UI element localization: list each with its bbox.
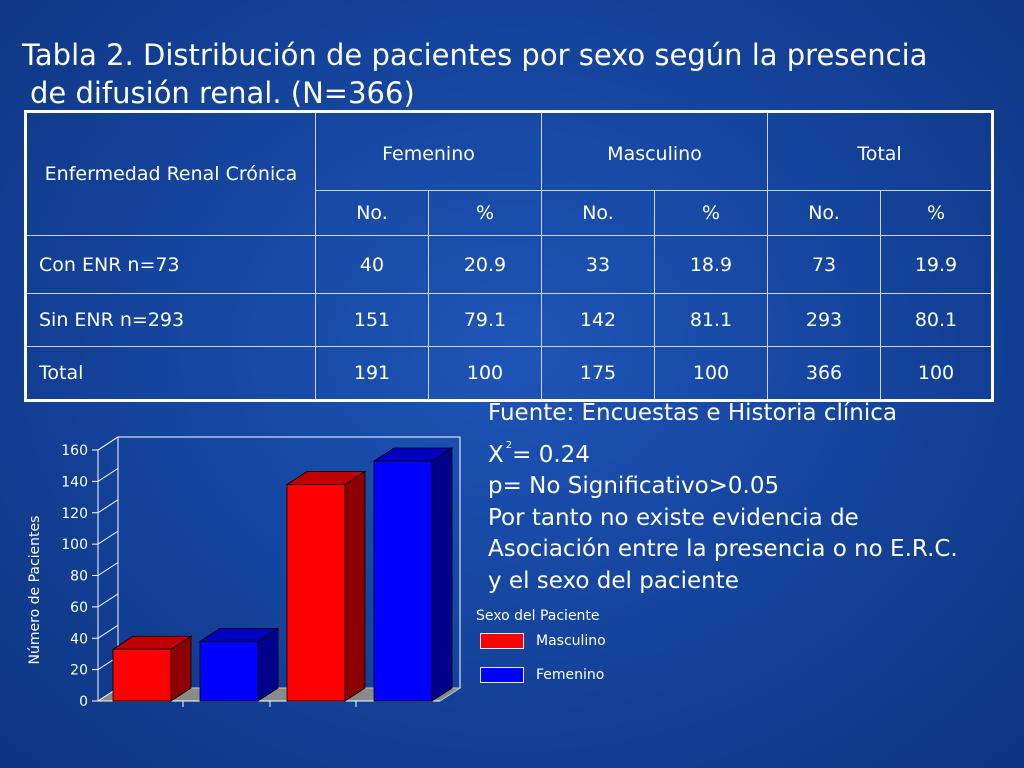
table-cell: 81.1 bbox=[654, 293, 768, 347]
table-cell: 18.9 bbox=[654, 235, 768, 294]
chi-square-value: = 0.24 bbox=[512, 441, 590, 468]
bar-femenino bbox=[372, 447, 454, 702]
source-note: Fuente: Encuestas e Historia clínica bbox=[488, 400, 897, 426]
bar-front bbox=[112, 648, 172, 702]
subheader: No. bbox=[315, 190, 429, 236]
bar-front bbox=[373, 460, 433, 702]
table-cell: 175 bbox=[541, 346, 655, 401]
y-grid-diagonal bbox=[97, 499, 119, 514]
y-tick-label: 100 bbox=[61, 537, 88, 553]
legend-title: Sexo del Paciente bbox=[476, 608, 600, 624]
group-masculino: Masculino bbox=[541, 111, 768, 191]
bar-masculino bbox=[111, 635, 193, 702]
y-tick-label: 0 bbox=[79, 694, 88, 710]
group-femenino: Femenino bbox=[315, 111, 542, 191]
y-grid-diagonal bbox=[97, 467, 119, 482]
bar-femenino bbox=[198, 627, 280, 702]
table-cell: 142 bbox=[541, 293, 655, 347]
bar-side bbox=[344, 470, 366, 702]
slide-title: Tabla 2. Distribución de pacientes por s… bbox=[22, 36, 1012, 112]
chi-square-superscript: 2 bbox=[505, 439, 513, 451]
table-cell: 20.9 bbox=[428, 235, 542, 294]
y-tick-label: 120 bbox=[61, 506, 88, 522]
table-row: Sin ENR n=293 151 79.1 142 81.1 293 80.1 bbox=[25, 293, 993, 347]
chart-bars bbox=[111, 447, 454, 702]
table-cell: 151 bbox=[315, 293, 429, 347]
legend-swatch-femenino bbox=[480, 667, 524, 683]
legend-label-femenino: Femenino bbox=[536, 667, 605, 683]
y-tick-label: 80 bbox=[70, 569, 88, 585]
table-cell: 100 bbox=[654, 346, 768, 401]
y-tick-label: 40 bbox=[70, 631, 88, 647]
bar-side bbox=[431, 447, 453, 702]
table-cell: 100 bbox=[880, 346, 993, 401]
table-cell: 19.9 bbox=[880, 235, 993, 294]
row-label: Sin ENR n=293 bbox=[25, 293, 316, 347]
table-cell: 79.1 bbox=[428, 293, 542, 347]
p-value-note: p= No Significativo>0.05 bbox=[488, 473, 780, 499]
y-axis-label: Número de Pacientes bbox=[27, 516, 43, 665]
y-grid-diagonal bbox=[97, 530, 119, 545]
table-cell: 366 bbox=[767, 346, 881, 401]
y-tick-label: 160 bbox=[61, 443, 88, 459]
table-cell: 191 bbox=[315, 346, 429, 401]
conclusion-line-1: Por tanto no existe evidencia de bbox=[488, 504, 859, 531]
subheader: % bbox=[654, 190, 768, 236]
row-header: Enfermedad Renal Crónica bbox=[25, 111, 316, 236]
table-cell: 40 bbox=[315, 235, 429, 294]
bar-chart: 0 20 40 60 80 100 120 140 160 Número de Paciente… bbox=[0, 390, 480, 720]
y-tick-label: 140 bbox=[61, 474, 88, 490]
table-cell: 33 bbox=[541, 235, 655, 294]
row-label: Con ENR n=73 bbox=[25, 235, 316, 294]
row-label: Total bbox=[25, 346, 316, 401]
subheader: No. bbox=[541, 190, 655, 236]
subheader: % bbox=[428, 190, 542, 236]
subheader: % bbox=[880, 190, 993, 236]
bar-chart-svg: 0 20 40 60 80 100 120 140 160 Número de Paciente… bbox=[27, 436, 462, 710]
y-tick-label: 20 bbox=[70, 663, 88, 679]
conclusion-line-2: Asociación entre la presencia o no E.R.C… bbox=[488, 536, 958, 562]
chart-axes: 0 20 40 60 80 100 120 140 160 bbox=[61, 436, 462, 710]
y-tick-label: 60 bbox=[70, 600, 88, 616]
legend-swatch-masculino bbox=[480, 633, 524, 649]
table-cell: 73 bbox=[767, 235, 881, 294]
table-row: Total 191 100 175 100 366 100 bbox=[25, 346, 993, 401]
notes: Fuente: Encuestas e Historia clínica X 2=… bbox=[488, 398, 1023, 597]
chi-square-symbol: X bbox=[488, 441, 504, 468]
y-grid-diagonal bbox=[97, 436, 119, 451]
y-grid-diagonal bbox=[97, 593, 119, 608]
table-cell: 80.1 bbox=[880, 293, 993, 347]
y-grid-diagonal bbox=[97, 624, 119, 639]
table-row: Con ENR n=73 40 20.9 33 18.9 73 19.9 bbox=[25, 235, 993, 294]
title-line-1: Tabla 2. Distribución de pacientes por s… bbox=[22, 38, 928, 72]
chart-legend: Sexo del Paciente Masculino Femenino bbox=[476, 606, 676, 696]
table-cell: 293 bbox=[767, 293, 881, 347]
bar-front bbox=[286, 484, 346, 702]
conclusion-line-3: y el sexo del paciente bbox=[488, 567, 739, 594]
bar-masculino bbox=[285, 470, 367, 702]
y-grid-diagonal bbox=[97, 562, 119, 576]
bar-front bbox=[199, 640, 259, 702]
chi-square-note: X 2= 0.24 bbox=[488, 430, 1023, 472]
legend-label-masculino: Masculino bbox=[536, 633, 606, 649]
group-total: Total bbox=[767, 111, 993, 191]
data-table: Enfermedad Renal Crónica Femenino Mascul… bbox=[24, 110, 994, 402]
subheader: No. bbox=[767, 190, 881, 236]
title-line-2: de difusión renal. (N=366) bbox=[30, 76, 415, 110]
